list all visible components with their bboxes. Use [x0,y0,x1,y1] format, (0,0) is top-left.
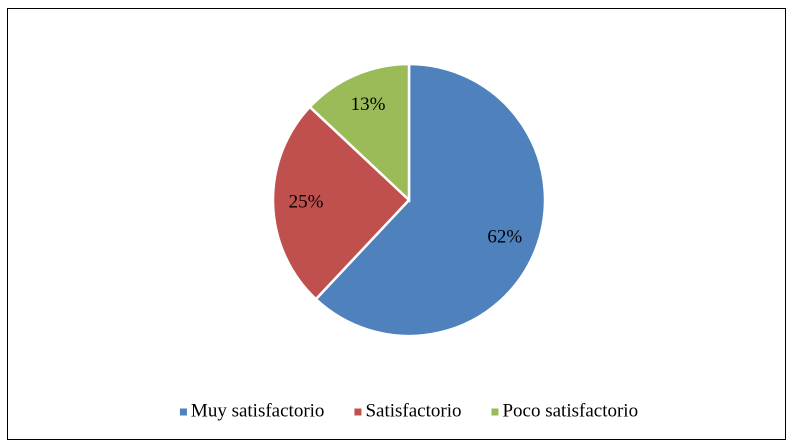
legend-marker [491,408,499,416]
legend-label: Muy satisfactorio [191,400,325,421]
legend-label: Poco satisfactorio [502,400,638,421]
legend-marker [354,408,362,416]
data-label: 62% [487,226,522,247]
data-label: 13% [351,94,386,115]
legend-marker [179,408,187,416]
pie-slice [271,105,411,301]
pie-slice [308,62,411,203]
legend-label: Satisfactorio [365,400,461,421]
pie-slice [314,62,547,338]
data-label: 25% [289,192,324,213]
